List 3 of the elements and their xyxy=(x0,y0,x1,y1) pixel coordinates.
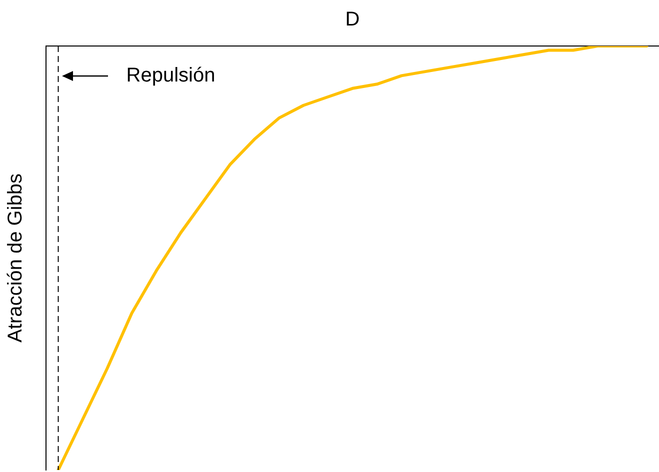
y-axis-title: Atracción de Gibbs xyxy=(4,174,27,342)
text: Repulsión xyxy=(126,64,216,87)
x-axis-title: D xyxy=(345,8,360,31)
